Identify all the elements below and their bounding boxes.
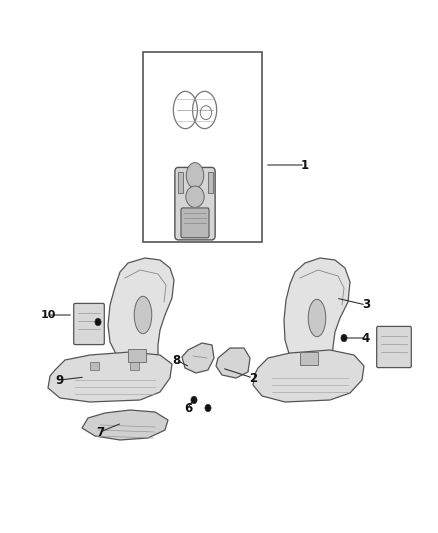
- Circle shape: [191, 396, 197, 403]
- Text: 2: 2: [249, 372, 257, 384]
- Text: 1: 1: [301, 158, 309, 172]
- Bar: [143, 52, 262, 242]
- Polygon shape: [48, 352, 172, 402]
- FancyBboxPatch shape: [181, 208, 209, 238]
- Circle shape: [95, 318, 101, 326]
- Text: 5: 5: [395, 332, 403, 344]
- FancyBboxPatch shape: [175, 167, 215, 240]
- Bar: [128, 349, 145, 362]
- Polygon shape: [216, 348, 250, 378]
- Bar: [130, 362, 139, 370]
- Bar: [90, 362, 99, 370]
- FancyBboxPatch shape: [377, 326, 411, 368]
- Ellipse shape: [186, 186, 204, 207]
- Polygon shape: [253, 350, 364, 402]
- Bar: [208, 172, 212, 193]
- Ellipse shape: [308, 300, 326, 337]
- Text: 10: 10: [40, 310, 56, 320]
- Ellipse shape: [186, 163, 204, 188]
- Polygon shape: [182, 343, 214, 373]
- Polygon shape: [82, 410, 168, 440]
- Text: 6: 6: [184, 401, 192, 415]
- FancyBboxPatch shape: [74, 303, 104, 345]
- Polygon shape: [284, 258, 350, 373]
- Text: 4: 4: [362, 332, 370, 344]
- Text: 8: 8: [172, 353, 180, 367]
- Text: 7: 7: [96, 425, 104, 439]
- Ellipse shape: [134, 296, 152, 334]
- Text: 3: 3: [362, 298, 370, 311]
- Polygon shape: [108, 258, 174, 372]
- Bar: [300, 352, 318, 365]
- Circle shape: [341, 334, 347, 342]
- Circle shape: [205, 404, 211, 411]
- Bar: [178, 172, 183, 193]
- Text: 9: 9: [56, 374, 64, 386]
